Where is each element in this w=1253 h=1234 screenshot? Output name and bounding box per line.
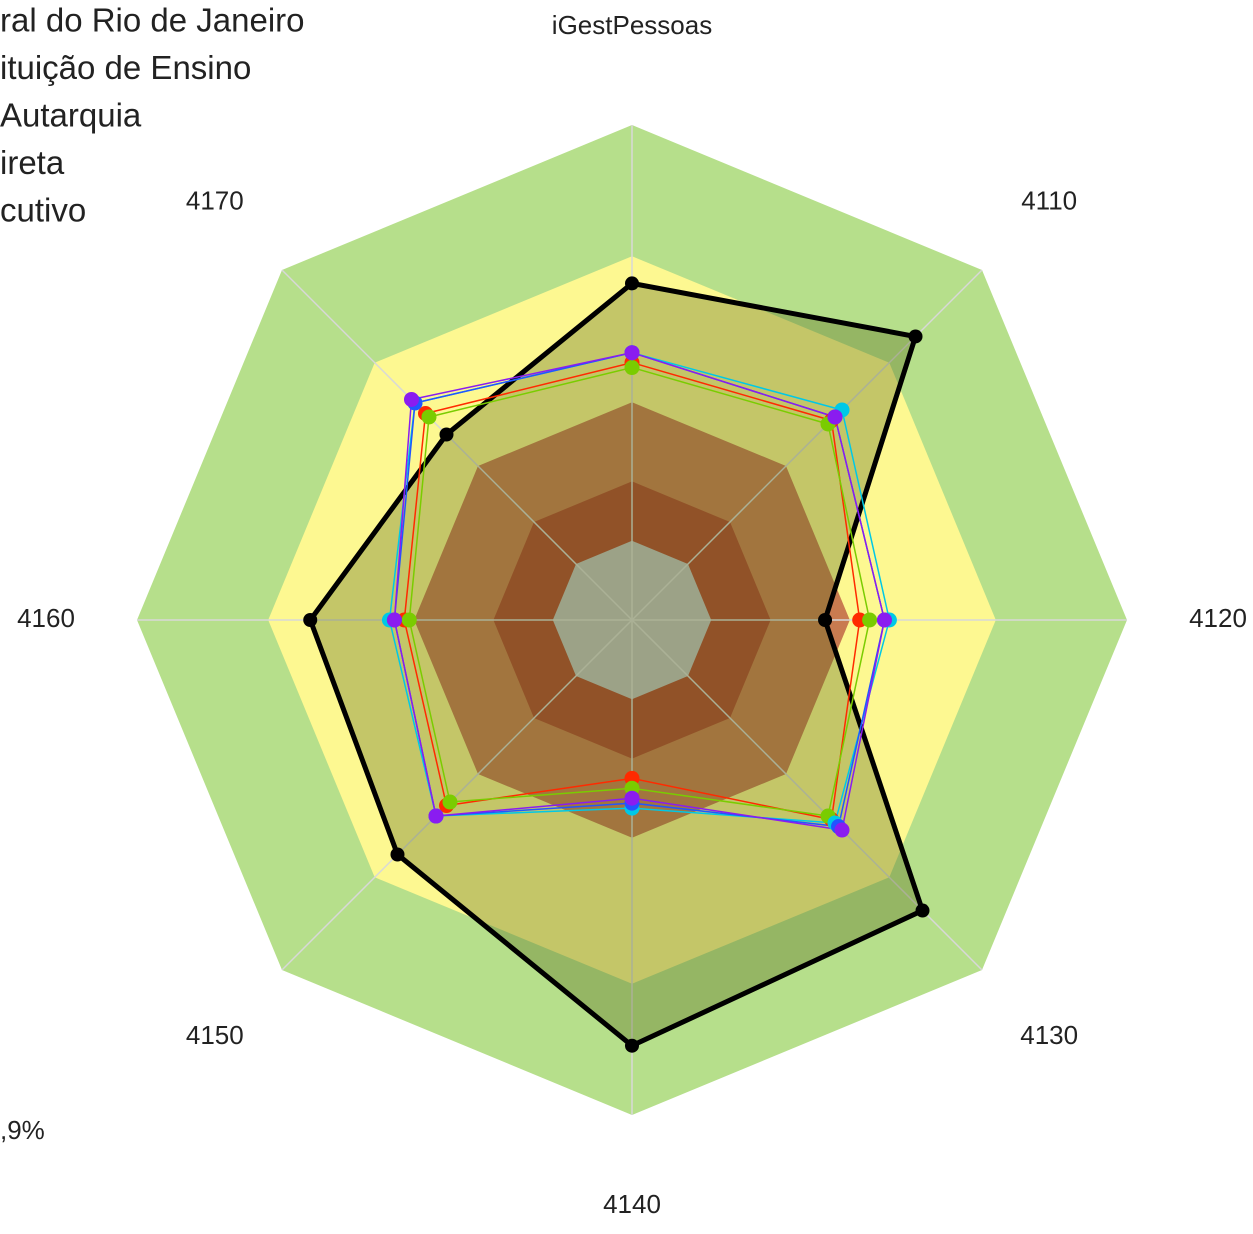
point [908, 329, 923, 344]
point [834, 822, 850, 838]
point [624, 345, 640, 361]
point [386, 612, 402, 628]
point [428, 808, 444, 824]
spoke [631, 269, 983, 621]
spoke [281, 619, 633, 971]
footnote: ,9% [0, 1115, 45, 1145]
point [439, 427, 454, 442]
point [625, 1038, 639, 1053]
legend-entry: ituição de Ensino [0, 49, 251, 86]
axis-label: 4160 [17, 603, 75, 633]
legend-entry: cutivo [0, 192, 86, 229]
point [876, 612, 892, 628]
point [624, 790, 640, 806]
axis-label: 4140 [603, 1189, 661, 1219]
axis-label: iGestPessoas [552, 10, 712, 40]
legend-entry: Autarquia [0, 97, 142, 134]
point [401, 612, 417, 628]
axis-label: 4130 [1020, 1020, 1078, 1050]
point [390, 847, 405, 862]
point [624, 360, 640, 376]
legend-entry: ral do Rio de Janeiro [0, 2, 305, 39]
point [442, 794, 458, 810]
spoke [281, 269, 633, 621]
point [915, 903, 930, 918]
axis-label: 4170 [186, 186, 244, 216]
point [421, 409, 437, 425]
point [862, 612, 878, 628]
point [403, 391, 419, 407]
legend-entry: ireta [0, 144, 65, 181]
point [303, 613, 318, 627]
axis-label: 4120 [1189, 603, 1247, 633]
point [827, 409, 843, 425]
point [625, 276, 639, 291]
point [818, 613, 833, 627]
axis-label: 4150 [186, 1020, 244, 1050]
axis-label: 4110 [1021, 186, 1077, 216]
